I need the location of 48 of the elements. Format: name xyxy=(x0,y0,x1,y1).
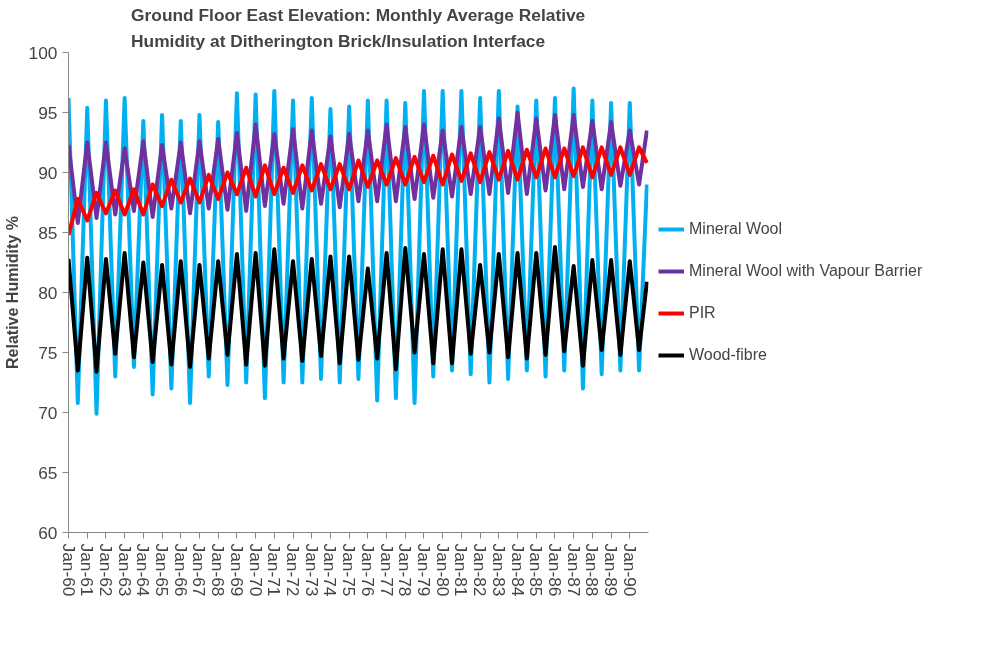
x-tick-label: Jan-72 xyxy=(283,543,304,597)
x-tick-label: Jan-69 xyxy=(226,543,247,597)
x-tick-label: Jan-62 xyxy=(95,543,116,597)
x-tick-label: Jan-68 xyxy=(208,543,229,597)
x-tick-label: Jan-83 xyxy=(488,543,509,597)
x-tick-label: Jan-77 xyxy=(376,543,397,597)
x-tick-label: Jan-86 xyxy=(544,543,565,597)
y-axis-title: Relative Humidity % xyxy=(3,216,21,369)
legend-label: PIR xyxy=(689,304,716,322)
legend-label: Mineral Wool with Vapour Barrier xyxy=(689,262,923,280)
x-tick-label: Jan-84 xyxy=(507,543,528,597)
x-tick-label: Jan-80 xyxy=(432,543,453,597)
x-tick-label: Jan-71 xyxy=(264,543,285,597)
x-tick-label: Jan-89 xyxy=(601,543,622,597)
y-tick-label: 75 xyxy=(38,342,58,363)
x-tick-label: Jan-78 xyxy=(395,543,416,597)
legend-label: Wood-fibre xyxy=(689,346,767,364)
x-tick-label: Jan-64 xyxy=(133,543,154,597)
x-tick-label: Jan-66 xyxy=(170,543,191,597)
line-series xyxy=(68,244,649,374)
x-tick-label: Jan-73 xyxy=(301,543,322,597)
y-tick-label: 80 xyxy=(38,282,58,303)
chart-title: Ground Floor East Elevation: Monthly Average Relative Humidity at Ditherington Brick/Insulation Interface xyxy=(131,4,586,51)
x-tick-label: Jan-76 xyxy=(357,543,378,597)
x-tick-label: Jan-81 xyxy=(451,543,472,597)
y-tick-label: 100 xyxy=(28,42,58,63)
x-tick-label: Jan-85 xyxy=(526,543,547,597)
y-tick-label: 90 xyxy=(38,162,58,183)
y-tick-label: 65 xyxy=(38,462,58,483)
x-tick-label: Jan-82 xyxy=(470,543,491,597)
x-tick-label: Jan-79 xyxy=(413,543,434,597)
x-tick-label: Jan-61 xyxy=(77,543,98,597)
x-tick-label: Jan-74 xyxy=(320,543,341,597)
x-tick-label: Jan-88 xyxy=(582,543,603,597)
y-tick-label: 60 xyxy=(38,522,58,543)
x-tick-label: Jan-67 xyxy=(189,543,210,597)
x-tick-label: Jan-90 xyxy=(619,543,640,597)
x-tick-label: Jan-60 xyxy=(58,543,79,597)
legend-label: Mineral Wool xyxy=(689,220,783,238)
x-tick-label: Jan-63 xyxy=(114,543,135,597)
x-tick-label: Jan-65 xyxy=(152,543,173,597)
line-series xyxy=(68,145,649,237)
y-tick-label: 95 xyxy=(38,102,58,123)
x-tick-label: Jan-70 xyxy=(245,543,266,597)
x-tick-label: Jan-87 xyxy=(563,543,584,597)
y-tick-label: 70 xyxy=(38,402,58,423)
y-tick-label: 85 xyxy=(38,222,58,243)
x-tick-label: Jan-75 xyxy=(339,543,360,597)
